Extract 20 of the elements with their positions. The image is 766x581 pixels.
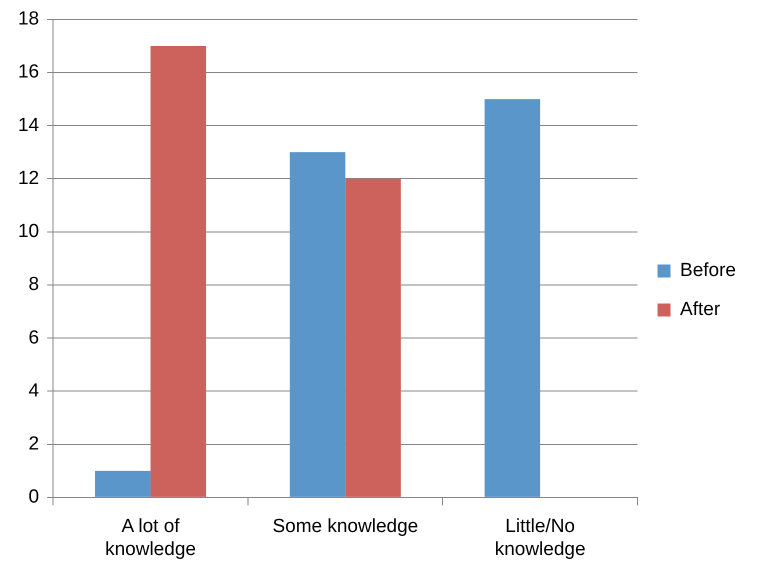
y-tick-label: 0	[28, 486, 40, 508]
y-tick-label: 18	[18, 8, 40, 30]
x-tick-label: Little/No knowledge	[494, 516, 586, 560]
legend-label: Before	[680, 260, 736, 282]
y-tick-label: 4	[28, 380, 40, 402]
legend-label: After	[680, 299, 721, 320]
y-tick-label: 8	[28, 274, 40, 296]
x-tick-label: A lot of knowledge	[105, 516, 196, 560]
bar	[484, 99, 540, 497]
y-tick-label: 6	[28, 327, 40, 348]
y-tick-label: 16	[18, 62, 40, 83]
bar	[95, 470, 151, 497]
y-tick-label: 2	[28, 434, 40, 455]
bar	[290, 152, 346, 497]
bar	[345, 178, 401, 497]
bar	[150, 46, 206, 497]
y-tick-label: 12	[18, 168, 40, 189]
y-tick-label: 14	[18, 114, 40, 136]
x-tick-label: Some knowledge	[272, 516, 418, 538]
y-tick-label: 10	[18, 221, 40, 242]
